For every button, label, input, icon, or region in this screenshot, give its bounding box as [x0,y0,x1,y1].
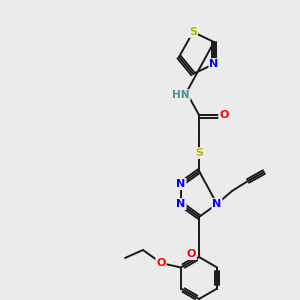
Text: S: S [195,148,203,158]
Text: HN: HN [172,90,190,100]
Text: O: O [186,249,196,259]
Text: N: N [209,59,219,69]
Text: O: O [156,258,166,268]
Text: O: O [186,249,196,259]
Text: N: N [212,199,222,209]
Text: O: O [219,110,229,120]
Text: N: N [176,199,186,209]
Text: N: N [176,179,186,189]
Text: S: S [189,27,197,37]
